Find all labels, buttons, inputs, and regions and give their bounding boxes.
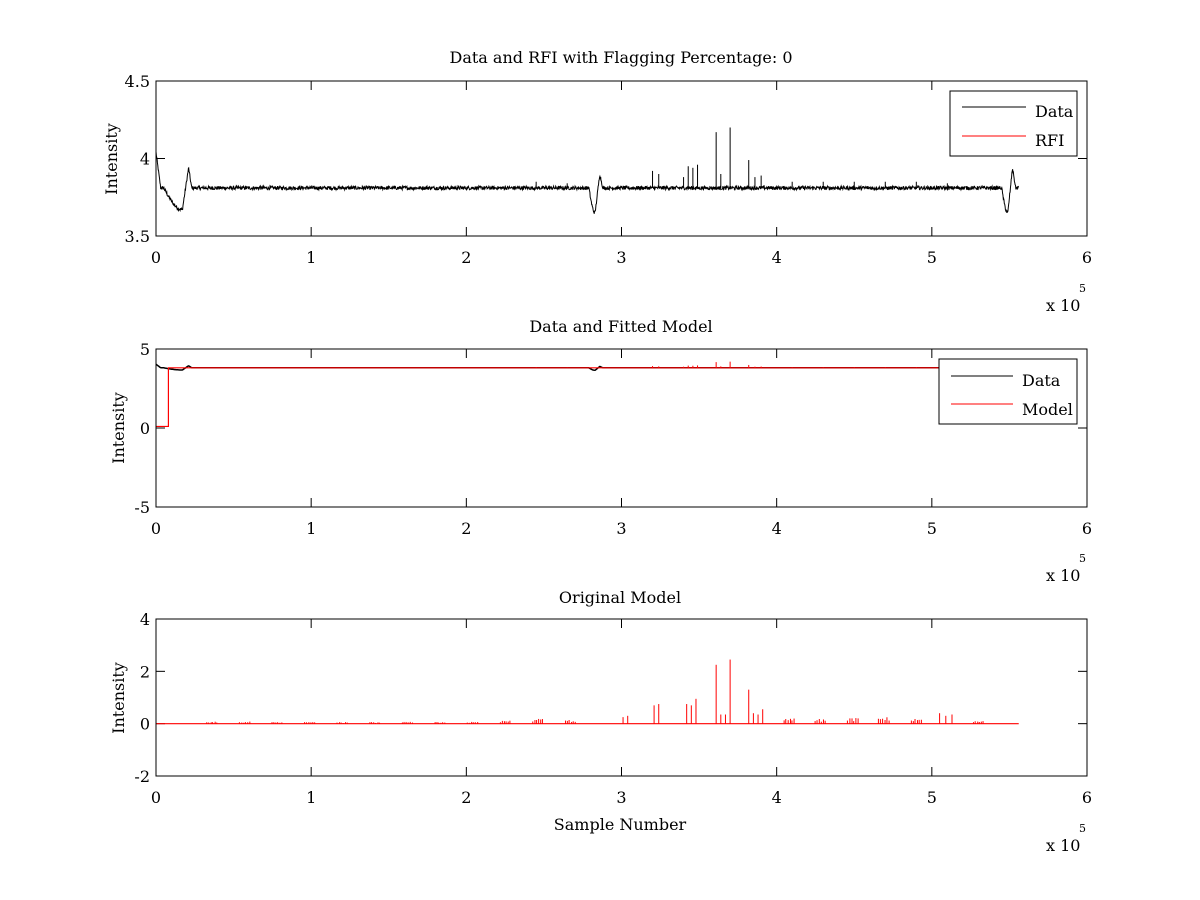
panel-3-title: Original Model: [559, 588, 681, 607]
panel-2-xtick-label: 0: [151, 519, 161, 538]
panel-3-x-multiplier: x 10: [1046, 836, 1080, 855]
panel-1-xtick-label: 5: [927, 248, 937, 267]
panel-3-xtick-label: 6: [1082, 788, 1092, 807]
panel-3-xtick-label: 1: [306, 788, 316, 807]
panel-1-legend-text-data: Data: [1035, 102, 1074, 121]
panel-1-x-multiplier-exp: 5: [1079, 282, 1086, 295]
panel-3-xtick-label: 5: [927, 788, 937, 807]
panel-2-series-model: [156, 367, 1019, 428]
panel-1-plot: [155, 80, 1088, 237]
panel-2-xtick-label: 2: [461, 519, 471, 538]
panel-1-ytick-label: 4: [140, 150, 150, 169]
panel-2-ytick-label: -5: [134, 498, 150, 517]
panel-1-legend: Data RFI: [949, 90, 1078, 157]
panel-3-ytick-labels: -2 0 2 4: [134, 610, 150, 786]
panel-2-title: Data and Fitted Model: [529, 317, 712, 336]
panel-1-xtick-label: 1: [306, 248, 316, 267]
panel-1-xtick-label: 3: [616, 248, 626, 267]
panel-1-ytick-label: 4.5: [125, 72, 150, 91]
panel-2-legend: Data Model: [938, 358, 1078, 425]
panel-2-xtick-label: 3: [616, 519, 626, 538]
panel-2-x-multiplier-exp: 5: [1079, 552, 1086, 565]
panel-3-xtick-label: 0: [151, 788, 161, 807]
panel-2-x-multiplier: x 10: [1046, 566, 1080, 585]
panel-1-series-data: [155, 151, 1019, 214]
panel-3-xtick-labels: 0 1 2 3 4 5 6: [151, 788, 1092, 807]
panel-1-legend-text-rfi: RFI: [1035, 131, 1064, 150]
panel-2-xtick-label: 6: [1082, 519, 1092, 538]
panel-1-ytick-labels: 3.5 4 4.5: [125, 72, 150, 246]
panel-2-xtick-labels: 0 1 2 3 4 5 6: [151, 519, 1092, 538]
panel-1-xtick-labels: 0 1 2 3 4 5 6: [151, 248, 1092, 267]
panel-2-ytick-labels: -5 0 5: [134, 340, 150, 517]
panel-1-xtick-label: 0: [151, 248, 161, 267]
panel-1-x-multiplier: x 10: [1046, 296, 1080, 315]
panel-3-ytick-label: 2: [140, 662, 150, 681]
panel-1-axes-box: [155, 80, 1088, 237]
panel-2-xtick-label: 1: [306, 519, 316, 538]
panel-3: Original Model Intensity Sample Number 0…: [109, 588, 1092, 855]
panel-1-ylabel: Intensity: [102, 123, 121, 195]
panel-2-legend-box: [938, 358, 1078, 425]
panel-2-ylabel: Intensity: [109, 392, 128, 464]
panel-1: Data and RFI with Flagging Percentage: 0…: [102, 48, 1092, 315]
panel-1-xtick-label: 4: [772, 248, 782, 267]
panel-2-xtick-label: 4: [772, 519, 782, 538]
panel-3-ytick-label: 0: [140, 715, 150, 734]
panel-2-axes-box: [155, 348, 1088, 508]
panel-3-ylabel: Intensity: [109, 662, 128, 734]
panel-3-xtick-label: 3: [616, 788, 626, 807]
panel-2-ytick-label: 0: [140, 419, 150, 438]
panel-1-title: Data and RFI with Flagging Percentage: 0: [449, 48, 792, 67]
panel-1-xtick-label: 2: [461, 248, 471, 267]
panel-3-ytick-label: 4: [140, 610, 150, 629]
panel-2-ytick-label: 5: [140, 340, 150, 359]
panel-1-xtick-label: 6: [1082, 248, 1092, 267]
panel-3-plot: [155, 618, 1088, 777]
panel-3-xlabel: Sample Number: [554, 815, 687, 834]
panel-1-legend-box: [949, 90, 1078, 157]
panel-3-x-multiplier-exp: 5: [1079, 822, 1086, 835]
panel-3-ytick-label: -2: [134, 767, 150, 786]
panel-2-legend-text-model: Model: [1022, 400, 1073, 419]
panel-2-legend-text-data: Data: [1022, 371, 1061, 390]
panel-3-xtick-label: 2: [461, 788, 471, 807]
panel-1-ytick-label: 3.5: [125, 227, 150, 246]
panel-3-axes-box: [155, 618, 1088, 777]
panel-2-xtick-label: 5: [927, 519, 937, 538]
panel-3-xtick-label: 4: [772, 788, 782, 807]
